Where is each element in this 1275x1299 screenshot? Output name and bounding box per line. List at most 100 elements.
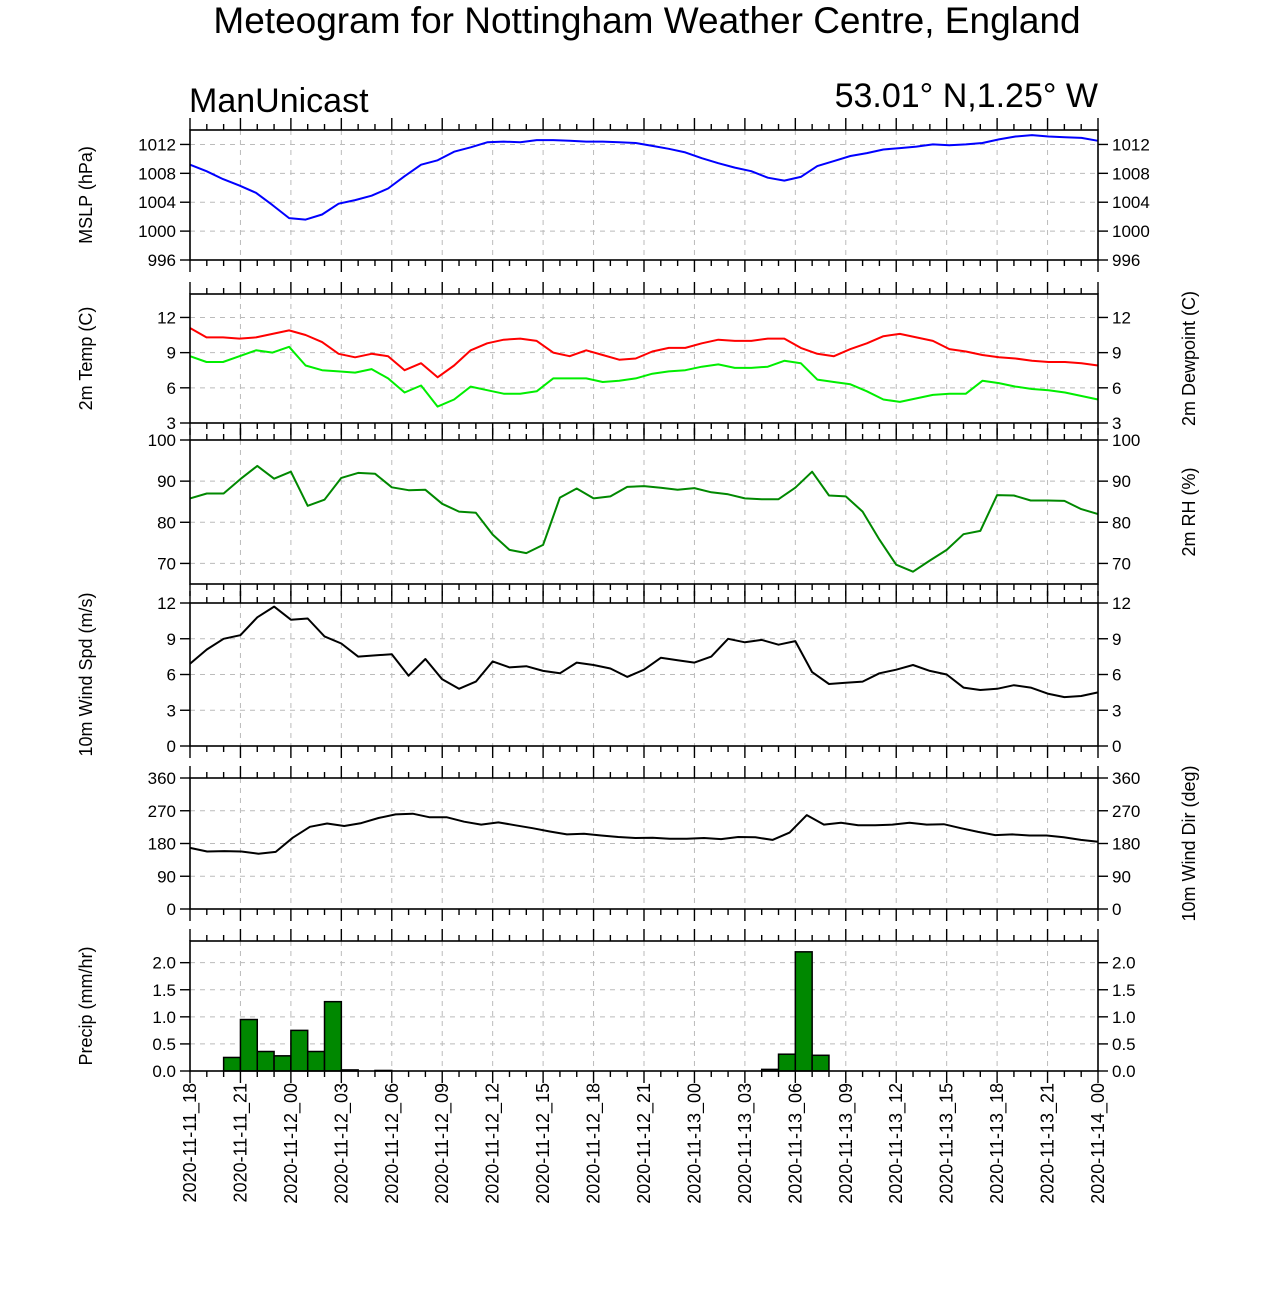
y-tick-label-left: 0 bbox=[167, 737, 176, 756]
series-line bbox=[189, 464, 1099, 573]
x-tick-label: 2020-11-12_15 bbox=[533, 1083, 554, 1204]
y-axis-label-right: 2m Dewpoint (C) bbox=[1179, 291, 1199, 426]
y-tick-label-left: 6 bbox=[167, 379, 176, 398]
y-tick-label-left: 270 bbox=[148, 802, 176, 821]
y-tick-label-right: 996 bbox=[1112, 251, 1140, 270]
x-tick-label: 2020-11-13_03 bbox=[735, 1083, 756, 1204]
precip-bar bbox=[811, 1054, 830, 1072]
y-tick-label-right: 9 bbox=[1112, 344, 1121, 363]
y-tick-label-right: 360 bbox=[1112, 769, 1140, 788]
y-tick-label-right: 90 bbox=[1112, 867, 1131, 886]
x-tick-label: 2020-11-12_21 bbox=[634, 1083, 655, 1204]
y-tick-label-left: 1.0 bbox=[152, 1008, 176, 1027]
y-tick-label-left: 180 bbox=[148, 835, 176, 854]
y-tick-label-right: 1.0 bbox=[1112, 1008, 1136, 1027]
y-tick-label-left: 80 bbox=[157, 513, 176, 532]
x-tick-label: 2020-11-12_18 bbox=[584, 1083, 605, 1204]
x-tick-label: 2020-11-13_09 bbox=[836, 1083, 857, 1204]
y-tick-label-right: 270 bbox=[1112, 802, 1140, 821]
y-tick-label-right: 0 bbox=[1112, 737, 1121, 756]
y-tick-label-right: 80 bbox=[1112, 513, 1131, 532]
y-axis-label-right: 2m RH (%) bbox=[1179, 468, 1199, 557]
x-tick-label: 2020-11-13_21 bbox=[1038, 1083, 1059, 1204]
x-tick-label: 2020-11-13_06 bbox=[785, 1083, 806, 1204]
x-tick-label: 2020-11-13_18 bbox=[987, 1083, 1008, 1204]
y-tick-label-left: 9 bbox=[167, 630, 176, 649]
series-line bbox=[189, 605, 1099, 699]
y-tick-label-left: 12 bbox=[157, 594, 176, 613]
y-tick-label-left: 70 bbox=[157, 554, 176, 573]
y-tick-label-right: 6 bbox=[1112, 379, 1121, 398]
y-tick-label-right: 0 bbox=[1112, 900, 1121, 919]
y-tick-label-right: 70 bbox=[1112, 554, 1131, 573]
mslp-panel: 996 996 1000 1000 1004 1004 1008 1008 1012 1012 MS… bbox=[76, 118, 1150, 272]
y-tick-label-left: 3 bbox=[167, 414, 176, 433]
series-line bbox=[189, 345, 1099, 408]
series-line bbox=[189, 134, 1099, 221]
humidity-panel: 70 70 80 80 90 90 100 100 2m RH (%) bbox=[148, 428, 1199, 596]
y-tick-label-right: 6 bbox=[1112, 666, 1121, 685]
series-line bbox=[189, 812, 1099, 855]
x-tick-label: 2020-11-11_18 bbox=[180, 1083, 201, 1202]
x-tick-label: 2020-11-13_12 bbox=[886, 1083, 907, 1204]
y-tick-label-left: 0.0 bbox=[152, 1062, 176, 1081]
precip-bar bbox=[290, 1029, 309, 1072]
y-tick-label-right: 90 bbox=[1112, 472, 1131, 491]
y-tick-label-right: 1000 bbox=[1112, 222, 1150, 241]
y-tick-label-left: 996 bbox=[148, 251, 176, 270]
x-tick-label: 2020-11-14_00 bbox=[1088, 1083, 1109, 1204]
x-tick-label: 2020-11-13_00 bbox=[684, 1083, 705, 1204]
y-tick-label-left: 0.5 bbox=[152, 1035, 176, 1054]
precip-bar bbox=[777, 1053, 797, 1072]
y-tick-label-right: 12 bbox=[1112, 308, 1131, 327]
y-tick-label-right: 0.5 bbox=[1112, 1035, 1136, 1054]
y-tick-label-right: 12 bbox=[1112, 594, 1131, 613]
y-tick-label-left: 1012 bbox=[138, 135, 176, 154]
wind-direction-panel: 0 0 90 90 180 180 270 270 360 360 10m Wind Dir (de… bbox=[148, 765, 1199, 921]
y-tick-label-right: 1008 bbox=[1112, 164, 1150, 183]
y-axis-label-left: 2m Temp (C) bbox=[76, 307, 96, 411]
x-tick-label: 2020-11-12_00 bbox=[281, 1083, 302, 1204]
y-tick-label-left: 2.0 bbox=[152, 954, 176, 973]
y-tick-label-left: 1004 bbox=[138, 193, 176, 212]
y-tick-label-left: 360 bbox=[148, 769, 176, 788]
y-tick-label-left: 12 bbox=[157, 308, 176, 327]
y-tick-label-right: 180 bbox=[1112, 835, 1140, 854]
y-tick-label-left: 90 bbox=[157, 472, 176, 491]
precip-bar bbox=[256, 1050, 275, 1072]
x-tick-label: 2020-11-11_21 bbox=[230, 1083, 251, 1202]
y-tick-label-right: 0.0 bbox=[1112, 1062, 1136, 1081]
y-tick-label-right: 1004 bbox=[1112, 193, 1150, 212]
x-tick-label: 2020-11-12_12 bbox=[483, 1083, 504, 1204]
precip-bar bbox=[323, 1000, 343, 1072]
y-tick-label-left: 6 bbox=[167, 666, 176, 685]
model-name: ManUnicast bbox=[189, 82, 369, 120]
temperature-panel: 3 3 6 6 9 9 12 12 2m Temp (C) 2m Dewpoint (C) bbox=[76, 282, 1199, 435]
y-tick-label-left: 3 bbox=[167, 701, 176, 720]
precip-bar bbox=[222, 1056, 242, 1072]
wind-speed-panel: 0 0 3 3 6 6 9 9 12 12 10m Wind Spd (m/s) bbox=[76, 591, 1131, 758]
y-tick-label-left: 1008 bbox=[138, 164, 176, 183]
y-tick-label-left: 9 bbox=[167, 344, 176, 363]
y-tick-label-left: 100 bbox=[148, 431, 176, 450]
chart-title: Meteogram for Nottingham Weather Centre,… bbox=[213, 0, 1080, 41]
y-tick-label-left: 0 bbox=[167, 900, 176, 919]
y-axis-label-left: Precip (mm/hr) bbox=[76, 946, 96, 1065]
y-axis-label-left: MSLP (hPa) bbox=[76, 146, 96, 244]
y-tick-label-right: 1012 bbox=[1112, 135, 1150, 154]
y-tick-label-right: 3 bbox=[1112, 701, 1121, 720]
y-tick-label-left: 1.5 bbox=[152, 981, 176, 1000]
station-coordinates: 53.01° N,1.25° W bbox=[835, 77, 1098, 115]
y-axis-label-right: 10m Wind Dir (deg) bbox=[1179, 765, 1199, 921]
y-tick-label-left: 1000 bbox=[138, 222, 176, 241]
precip-bar bbox=[794, 951, 813, 1072]
series-line bbox=[189, 327, 1099, 379]
y-tick-label-right: 1.5 bbox=[1112, 981, 1136, 1000]
y-tick-label-right: 2.0 bbox=[1112, 954, 1136, 973]
x-tick-label: 2020-11-12_03 bbox=[331, 1083, 352, 1204]
precip-panel: 0.0 0.0 0.5 0.5 1.0 1.0 1.5 1.5 2.0 2.0 Precip (mm… bbox=[76, 929, 1136, 1083]
y-tick-label-right: 3 bbox=[1112, 414, 1121, 433]
y-axis-label-left: 10m Wind Spd (m/s) bbox=[76, 592, 96, 756]
y-tick-label-left: 90 bbox=[157, 867, 176, 886]
